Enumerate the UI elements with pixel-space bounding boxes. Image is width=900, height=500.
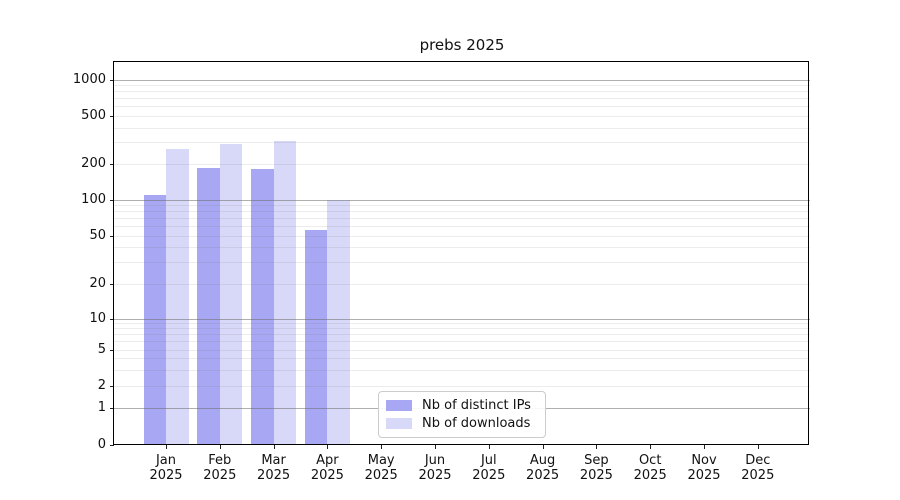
y-tick-label: 2 [97, 378, 106, 393]
bar-distinct-ips [251, 169, 274, 445]
x-tick-mark [757, 445, 759, 449]
y-tick-mark [110, 386, 114, 387]
bar-downloads [219, 143, 243, 445]
y-tick-label: 20 [89, 275, 106, 291]
minor-gridline [114, 106, 810, 108]
x-tick-label: Jul 2025 [472, 453, 506, 483]
y-tick-label: 100 [81, 192, 106, 207]
y-tick-mark [110, 163, 114, 165]
x-tick-mark [435, 445, 436, 449]
x-tick-label: May 2025 [364, 453, 398, 483]
x-tick-label: Nov 2025 [687, 453, 721, 483]
minor-gridline [114, 349, 810, 351]
major-gridline [114, 318, 810, 320]
y-tick-mark [110, 407, 114, 409]
minor-gridline [114, 98, 810, 100]
minor-gridline [114, 386, 810, 387]
y-tick-mark [110, 79, 114, 81]
x-tick-mark [166, 445, 167, 449]
y-tick-mark [110, 318, 114, 320]
x-tick-mark [327, 445, 329, 449]
x-tick-label: Feb 2025 [203, 453, 237, 483]
minor-gridline [114, 341, 810, 343]
y-tick-label: 1 [97, 399, 106, 415]
minor-gridline [114, 328, 810, 330]
x-tick-label: Aug 2025 [526, 453, 560, 483]
x-tick-label: Mar 2025 [257, 453, 291, 483]
minor-gridline [114, 85, 810, 87]
x-tick-label: Dec 2025 [741, 453, 775, 483]
bar-downloads [327, 200, 350, 445]
x-tick-mark [704, 445, 705, 449]
y-tick-label: 1000 [72, 71, 106, 87]
bar-downloads [166, 148, 189, 445]
y-tick-mark [110, 235, 114, 237]
minor-gridline [114, 323, 810, 325]
y-tick-mark [110, 283, 114, 285]
legend: Nb of distinct IPs Nb of downloads [378, 391, 546, 438]
legend-label-distinct-ips: Nb of distinct IPs [422, 398, 531, 413]
x-tick-label: Jun 2025 [418, 453, 452, 483]
minor-gridline [114, 226, 810, 228]
legend-swatch-distinct-ips-icon [386, 400, 412, 411]
major-gridline [114, 79, 810, 81]
x-tick-label: Jan 2025 [149, 453, 183, 483]
x-tick-label: Sep 2025 [579, 453, 613, 483]
minor-gridline [114, 334, 810, 336]
y-tick-mark [110, 116, 114, 117]
y-tick-label: 10 [89, 310, 106, 326]
y-tick-label: 5 [97, 341, 106, 357]
minor-gridline [114, 262, 810, 264]
bar-distinct-ips [197, 168, 220, 445]
y-tick-label: 500 [81, 108, 106, 123]
minor-gridline [114, 235, 810, 237]
minor-gridline [114, 283, 810, 285]
y-tick-mark [110, 349, 114, 351]
legend-label-downloads: Nb of downloads [422, 416, 531, 431]
x-tick-mark [596, 445, 598, 449]
x-tick-mark [273, 445, 275, 449]
minor-gridline [114, 127, 810, 129]
chart-title: prebs 2025 [419, 36, 505, 54]
x-tick-mark [219, 445, 221, 449]
y-tick-mark [110, 445, 114, 446]
minor-gridline [114, 91, 810, 93]
major-gridline [114, 200, 810, 201]
x-tick-mark [650, 445, 652, 449]
minor-gridline [114, 116, 810, 117]
x-tick-mark [542, 445, 544, 449]
y-tick-label: 50 [89, 227, 106, 243]
x-tick-mark [381, 445, 383, 449]
legend-swatch-downloads-icon [386, 418, 412, 429]
x-tick-label: Apr 2025 [310, 453, 344, 483]
minor-gridline [114, 163, 810, 165]
minor-gridline [114, 218, 810, 220]
legend-item-distinct-ips: Nb of distinct IPs [386, 398, 538, 413]
minor-gridline [114, 369, 810, 371]
x-tick-mark [488, 445, 490, 449]
minor-gridline [114, 211, 810, 213]
y-tick-label: 200 [81, 155, 106, 171]
y-tick-mark [110, 200, 114, 201]
legend-item-downloads: Nb of downloads [386, 416, 538, 431]
bar-distinct-ips [143, 194, 166, 445]
x-tick-label: Oct 2025 [633, 453, 667, 483]
bar-downloads [273, 141, 297, 445]
bar-distinct-ips [304, 229, 328, 445]
minor-gridline [114, 358, 810, 360]
y-tick-label: 0 [97, 437, 106, 452]
minor-gridline [114, 205, 810, 207]
minor-gridline [114, 247, 810, 249]
minor-gridline [114, 142, 810, 144]
